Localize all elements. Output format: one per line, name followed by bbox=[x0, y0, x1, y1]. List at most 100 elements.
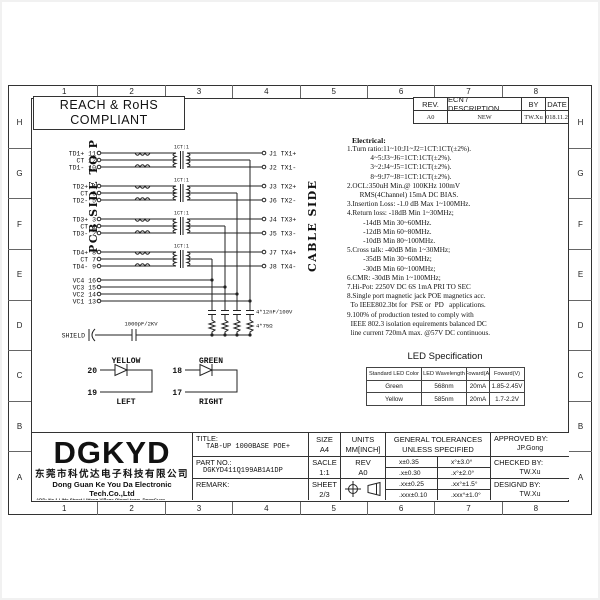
zone-row-label: B bbox=[8, 402, 31, 453]
title-label: TITLE: bbox=[196, 434, 218, 443]
revision-table: REV. ECN / DESCRIPTION BY DATE A0 NEW TW… bbox=[413, 97, 569, 124]
pin-label: TD4- 9 bbox=[73, 264, 97, 271]
pin-terminal bbox=[96, 249, 102, 255]
transformer bbox=[134, 151, 191, 169]
tolerance-value: .xx°±1.5° bbox=[451, 480, 478, 488]
diode-symbol bbox=[114, 363, 129, 377]
schematic-channel-1: TD1+ 11 CT 12 TD1- 10 1CT:1 J1 TX1+ J2 T… bbox=[69, 145, 297, 172]
turns-ratio-label: 1CT:1 bbox=[174, 178, 189, 184]
electrical-heading: Electrical: bbox=[352, 136, 386, 145]
zone-column-label: 6 bbox=[368, 85, 436, 98]
termination-res-label: 4*75Ω bbox=[256, 323, 273, 330]
transformer bbox=[134, 217, 191, 235]
pin-terminal bbox=[261, 164, 267, 170]
led-col-header: Foward(A) bbox=[467, 368, 490, 381]
turns-ratio-label: 1CT:1 bbox=[174, 145, 189, 151]
approved-by-cell: APPROVED BY: JP.Gong bbox=[490, 432, 569, 456]
tolerance-cell: x±0.35 bbox=[385, 456, 437, 467]
date-value: 2018.11.29 bbox=[546, 113, 568, 121]
turns-ratio-label: 1CT:1 bbox=[174, 211, 189, 217]
compliance-line1: REACH & RoHS bbox=[59, 98, 159, 112]
led-yellow: YELLOW 20 19 LEFT bbox=[87, 357, 153, 407]
zone-column-label: 1 bbox=[31, 85, 99, 98]
tolerance-cell: .xxx±0.10 bbox=[385, 489, 437, 500]
shield-wires bbox=[88, 328, 250, 342]
projection-symbol-icon bbox=[345, 481, 381, 497]
channel-wires bbox=[101, 185, 262, 201]
tolerance-cell: .xx±0.25 bbox=[385, 478, 437, 489]
pin-terminal bbox=[261, 197, 267, 203]
pin-label: VC3 15 bbox=[73, 285, 97, 292]
scale-label: SACLE bbox=[312, 458, 337, 467]
scale-value: 1:1 bbox=[319, 467, 330, 477]
units-cell: UNITS MM[INCH] bbox=[340, 432, 385, 456]
pin-label: CT 6 bbox=[80, 191, 96, 198]
pin-label: CT 1 bbox=[80, 224, 96, 231]
company-name-cn: 东莞市科优达电子科技有限公司 bbox=[34, 469, 189, 480]
compliance-line2: COMPLIANT bbox=[70, 113, 148, 127]
checked-by-cell: CHECKED BY: TW.Xu bbox=[490, 456, 569, 478]
led-cell: 568nm bbox=[422, 381, 467, 393]
pin-label: TD3- 2 bbox=[73, 231, 97, 238]
pin-terminal bbox=[261, 150, 267, 156]
ecn-header: ECN / DESCRIPTION bbox=[448, 98, 522, 111]
led-cell: 1.85-2.45V bbox=[490, 381, 524, 393]
pin-terminal bbox=[96, 277, 102, 283]
zone-column-label: 4 bbox=[233, 85, 301, 98]
termination-cap-label: 4*12nF/100V bbox=[256, 309, 293, 316]
pin-label: TD1- 10 bbox=[69, 165, 96, 172]
pin-terminal bbox=[261, 183, 267, 189]
zone-column-label: 7 bbox=[435, 85, 503, 98]
electrical-body: 1.Turn ratio:11~10:J1~J2=1CT:1CT(±2%). 4… bbox=[347, 145, 491, 338]
transformer bbox=[134, 250, 191, 268]
scale-cell: SACLE 1:1 bbox=[308, 456, 340, 478]
zone-column-label: 6 bbox=[368, 502, 436, 515]
zone-row-label: G bbox=[569, 149, 592, 200]
tolerance-cell: .x°±2.0° bbox=[437, 467, 490, 478]
tolerance-cell: .x±0.30 bbox=[385, 467, 437, 478]
zone-column-label: 5 bbox=[301, 85, 368, 98]
shield-label: SHIELD bbox=[62, 333, 86, 340]
channel-wires bbox=[101, 251, 262, 267]
led-cell: Green bbox=[367, 381, 422, 393]
schematic-channel-3: TD3+ 3 CT 1 TD3- 2 1CT:1 J4 TX3+ J5 TX3- bbox=[73, 211, 297, 238]
pin-terminal bbox=[96, 284, 102, 290]
led-wires bbox=[100, 364, 153, 393]
led-spec-table: Standard LED Color LED Wavelength Foward… bbox=[366, 367, 525, 406]
tolerance-value: .xxx°±1.0° bbox=[451, 491, 481, 499]
rev-value: A0 bbox=[358, 467, 368, 477]
led-cell: Yellow bbox=[367, 393, 422, 405]
schematic-channel-2: TD2+ 4 CT 6 TD2- 5 1CT:1 J3 TX2+ J6 TX2- bbox=[73, 178, 297, 205]
tolerance-cell: x°±3.0° bbox=[437, 456, 490, 467]
channel-wires bbox=[101, 218, 262, 234]
pin-label: J1 TX1+ bbox=[269, 151, 296, 158]
led-position-label: LEFT bbox=[116, 398, 135, 407]
zone-row-label: E bbox=[569, 250, 592, 301]
pin-terminal bbox=[96, 150, 102, 156]
remark-label: REMARK: bbox=[196, 480, 230, 489]
cable-side-label: CABLE SIDE bbox=[306, 179, 319, 272]
zone-row-label: E bbox=[8, 250, 31, 301]
pin-terminal bbox=[96, 298, 102, 304]
pin-label: J8 TX4- bbox=[269, 264, 296, 271]
title-cell: TITLE: TAB-UP 1000BASE POE+ bbox=[192, 432, 308, 456]
pin-label: TD4+ 8 bbox=[73, 250, 97, 257]
led-col-header: Standard LED Color bbox=[367, 368, 422, 381]
inner-border bbox=[31, 98, 569, 502]
zone-column-label: 2 bbox=[98, 502, 166, 515]
pin-terminal bbox=[261, 263, 267, 269]
zone-row-label: D bbox=[569, 301, 592, 352]
zone-ruler-bottom: 1 2 3 4 5 6 7 8 bbox=[31, 502, 569, 515]
zone-column-label: 8 bbox=[533, 87, 539, 96]
led-pin-label: 19 bbox=[87, 389, 97, 398]
channel-wires bbox=[101, 152, 262, 168]
pin-label: VC2 14 bbox=[73, 292, 97, 299]
zone-column-label: 5 bbox=[301, 502, 368, 515]
by-value: TW.Xu bbox=[522, 111, 546, 123]
led-color-label: YELLOW bbox=[112, 357, 141, 366]
zone-row-label: F bbox=[569, 199, 592, 250]
pin-label: J2 TX1- bbox=[269, 165, 296, 172]
zone-row-label: F bbox=[8, 199, 31, 250]
sheet-value: 2/3 bbox=[319, 489, 330, 499]
pin-terminal bbox=[96, 190, 102, 196]
